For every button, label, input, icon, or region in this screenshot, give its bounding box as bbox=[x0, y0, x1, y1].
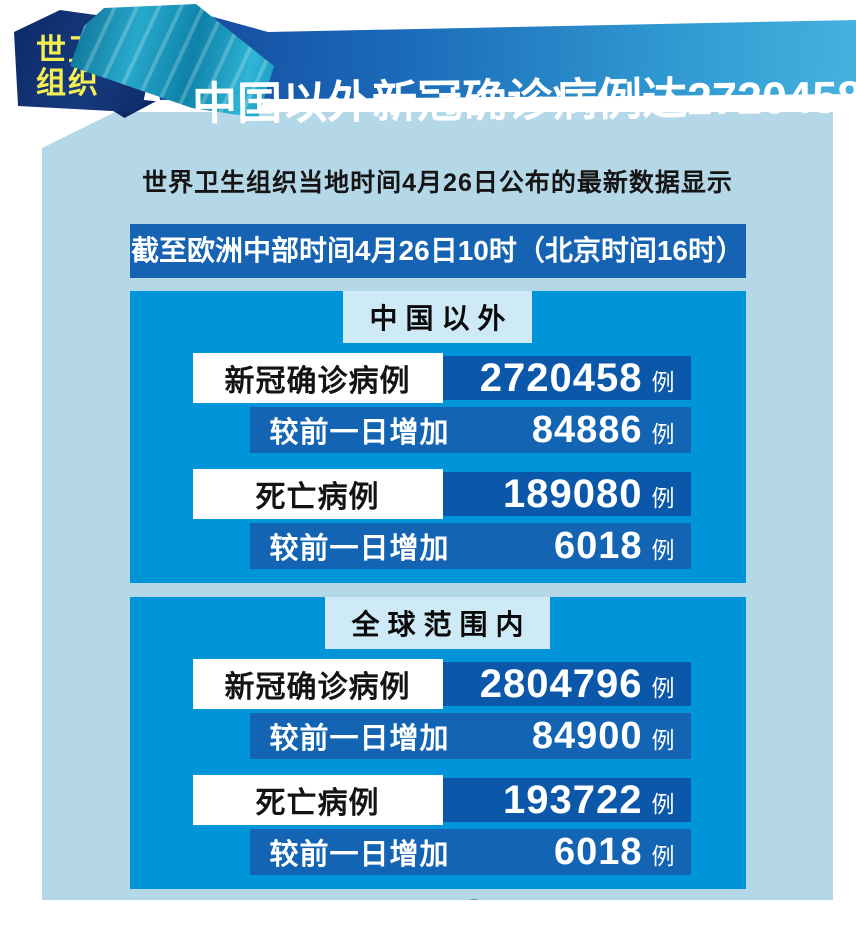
stat-value-box: 193722 例 bbox=[442, 777, 691, 822]
credit-text: 新华社记者 卢哲 编制 bbox=[502, 897, 723, 900]
stat-row-daily-increase: 较前一日增加 84900 例 bbox=[249, 713, 691, 759]
header-banner: 世卫 组织 中国以外新冠确诊病例达2720458例 bbox=[0, 0, 856, 132]
stat-row-deaths: 死亡病例 189080 例 bbox=[192, 469, 746, 519]
stat-unit: 例 bbox=[651, 421, 675, 447]
stat-value: 6018 bbox=[553, 524, 643, 567]
stat-value: 2804796 bbox=[479, 661, 643, 706]
stat-value-box: 189080 例 bbox=[442, 471, 691, 516]
stat-label: 较前一日增加 bbox=[269, 417, 450, 449]
stat-label: 较前一日增加 bbox=[269, 723, 450, 755]
stat-unit: 例 bbox=[651, 485, 675, 511]
stat-value-group: 84886 例 bbox=[532, 409, 675, 452]
page-title: 中国以外新冠确诊病例达2720458例 bbox=[191, 71, 856, 130]
stat-value: 2720458 bbox=[479, 355, 643, 400]
xinhua-logo-icon bbox=[460, 899, 489, 900]
stat-value-box: 2804796 例 bbox=[442, 661, 691, 706]
stat-row-confirmed: 新冠确诊病例 2804796 例 bbox=[192, 659, 746, 709]
stat-label: 新冠确诊病例 bbox=[192, 659, 443, 709]
stat-unit: 例 bbox=[651, 675, 675, 701]
stat-value: 189080 bbox=[503, 471, 643, 516]
credit-footer: 新华社记者 卢哲 编制 bbox=[130, 897, 746, 900]
stat-value: 84900 bbox=[531, 714, 643, 757]
time-banner: 截至欧洲中部时间4月26日10时（北京时间16时） bbox=[129, 224, 746, 278]
stat-label: 死亡病例 bbox=[192, 775, 443, 825]
stat-row-daily-increase: 较前一日增加 84886 例 bbox=[249, 407, 691, 453]
stat-row-daily-increase: 较前一日增加 6018 例 bbox=[249, 523, 691, 569]
section-outside-china: 中国以外 新冠确诊病例 2720458 例 较前一日增加 84886 例 死亡病… bbox=[129, 291, 746, 583]
stat-value-group: 6018 例 bbox=[554, 525, 675, 568]
section-global: 全球范围内 新冠确诊病例 2804796 例 较前一日增加 84900 例 死亡… bbox=[129, 597, 746, 889]
section-title-outside-china: 中国以外 bbox=[343, 291, 532, 343]
stat-unit: 例 bbox=[651, 537, 675, 563]
stat-value-group: 6018 例 bbox=[554, 831, 675, 874]
stat-label: 新冠确诊病例 bbox=[192, 353, 443, 403]
section-title-global: 全球范围内 bbox=[325, 597, 550, 649]
stat-unit: 例 bbox=[651, 727, 675, 753]
stat-value-box: 2720458 例 bbox=[442, 355, 691, 400]
who-badge-line2: 组织 bbox=[36, 67, 100, 100]
stat-value: 84886 bbox=[531, 408, 643, 451]
stat-unit: 例 bbox=[651, 369, 675, 395]
content-panel: 世界卫生组织当地时间4月26日公布的最新数据显示 截至欧洲中部时间4月26日10… bbox=[42, 112, 833, 900]
stat-unit: 例 bbox=[651, 843, 675, 869]
stat-value: 6018 bbox=[553, 830, 643, 873]
content-inner: 世界卫生组织当地时间4月26日公布的最新数据显示 截至欧洲中部时间4月26日10… bbox=[129, 137, 746, 900]
stat-unit: 例 bbox=[651, 791, 675, 817]
stat-label: 较前一日增加 bbox=[269, 533, 450, 565]
stat-row-daily-increase: 较前一日增加 6018 例 bbox=[249, 829, 691, 875]
stat-label: 较前一日增加 bbox=[269, 839, 450, 871]
stat-label: 死亡病例 bbox=[192, 469, 443, 519]
stat-value-group: 84900 例 bbox=[532, 715, 675, 758]
subtitle: 世界卫生组织当地时间4月26日公布的最新数据显示 bbox=[142, 169, 733, 197]
stat-row-deaths: 死亡病例 193722 例 bbox=[192, 775, 746, 825]
stat-value: 193722 bbox=[503, 777, 643, 822]
stat-row-confirmed: 新冠确诊病例 2720458 例 bbox=[192, 353, 746, 403]
